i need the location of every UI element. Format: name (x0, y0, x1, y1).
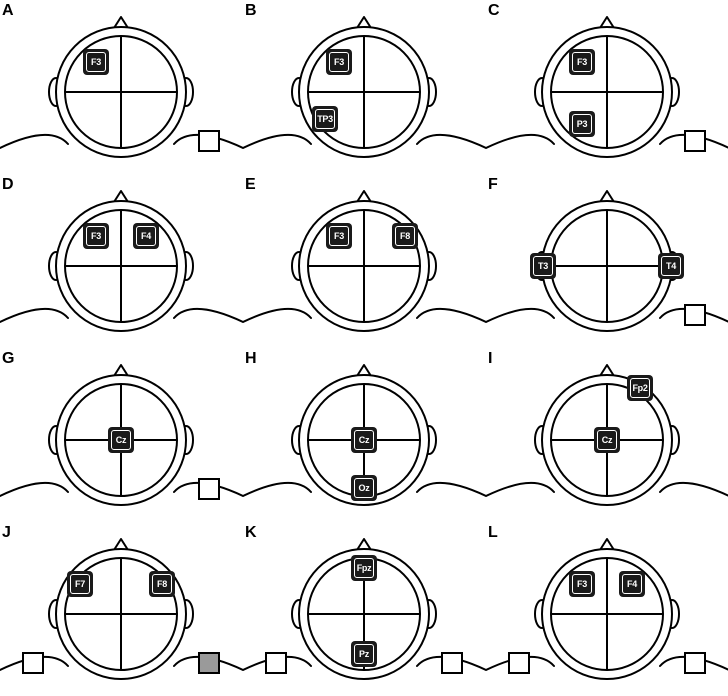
electrode-label: F3 (569, 49, 595, 75)
electrode-cz: Cz (351, 427, 377, 453)
electrode-label: F4 (133, 223, 159, 249)
electrode-label: F8 (392, 223, 418, 249)
electrode-pz: Pz (351, 641, 377, 667)
panel-e: EF3F8 (243, 174, 486, 348)
panel-h: HCzOz (243, 348, 486, 522)
electrode-label: F8 (149, 571, 175, 597)
electrode-t4: T4 (658, 253, 684, 279)
electrode-label: Cz (594, 427, 620, 453)
electrode-label: Fpz (351, 555, 377, 581)
shoulder-box-left (22, 652, 44, 674)
electrode-label: Cz (351, 427, 377, 453)
shoulder-box-right (684, 130, 706, 152)
panel-f: FT3T4 (486, 174, 728, 348)
shoulder-box-right (198, 652, 220, 674)
electrode-label: F3 (83, 223, 109, 249)
panel-c: CF3P3 (486, 0, 728, 174)
shoulder-box-left (508, 652, 530, 674)
electrode-label: P3 (569, 111, 595, 137)
electrode-cz: Cz (594, 427, 620, 453)
shoulder-box-right (684, 304, 706, 326)
head-svg (0, 174, 243, 348)
electrode-p3: P3 (569, 111, 595, 137)
electrode-label: Pz (351, 641, 377, 667)
electrode-label: Fp2 (627, 375, 653, 401)
electrode-t3: T3 (530, 253, 556, 279)
panel-j: JF7F8 (0, 522, 243, 696)
head-svg (243, 0, 486, 174)
head-svg (243, 174, 486, 348)
electrode-fp2: Fp2 (627, 375, 653, 401)
electrode-f3: F3 (83, 49, 109, 75)
electrode-label: Oz (351, 475, 377, 501)
electrode-label: F7 (67, 571, 93, 597)
electrode-f4: F4 (619, 571, 645, 597)
electrode-f3: F3 (326, 49, 352, 75)
shoulder-box-right (441, 652, 463, 674)
electrode-oz: Oz (351, 475, 377, 501)
electrode-f4: F4 (133, 223, 159, 249)
electrode-label: T4 (658, 253, 684, 279)
electrode-fpz: Fpz (351, 555, 377, 581)
eeg-montage-figure: AF3BF3TP3CF3P3DF3F4EF3F8FT3T4GCzHCzOzICz… (0, 0, 728, 696)
electrode-label: Cz (108, 427, 134, 453)
electrode-label: F3 (326, 49, 352, 75)
electrode-f8: F8 (149, 571, 175, 597)
panel-i: ICzFp2 (486, 348, 728, 522)
electrode-f8: F8 (392, 223, 418, 249)
panel-d: DF3F4 (0, 174, 243, 348)
electrode-f3: F3 (569, 571, 595, 597)
electrode-f3: F3 (326, 223, 352, 249)
electrode-f3: F3 (569, 49, 595, 75)
electrode-label: F4 (619, 571, 645, 597)
electrode-label: F3 (569, 571, 595, 597)
electrode-label: F3 (326, 223, 352, 249)
electrode-f7: F7 (67, 571, 93, 597)
panel-l: LF3F4 (486, 522, 728, 696)
electrode-label: TP3 (312, 106, 338, 132)
panel-k: KFpzPz (243, 522, 486, 696)
electrode-cz: Cz (108, 427, 134, 453)
shoulder-box-right (684, 652, 706, 674)
panel-a: AF3 (0, 0, 243, 174)
electrode-tp3: TP3 (312, 106, 338, 132)
electrode-f3: F3 (83, 223, 109, 249)
shoulder-box-right (198, 478, 220, 500)
electrode-label: T3 (530, 253, 556, 279)
shoulder-box-left (265, 652, 287, 674)
shoulder-box-right (198, 130, 220, 152)
panel-g: GCz (0, 348, 243, 522)
panel-b: BF3TP3 (243, 0, 486, 174)
electrode-label: F3 (83, 49, 109, 75)
